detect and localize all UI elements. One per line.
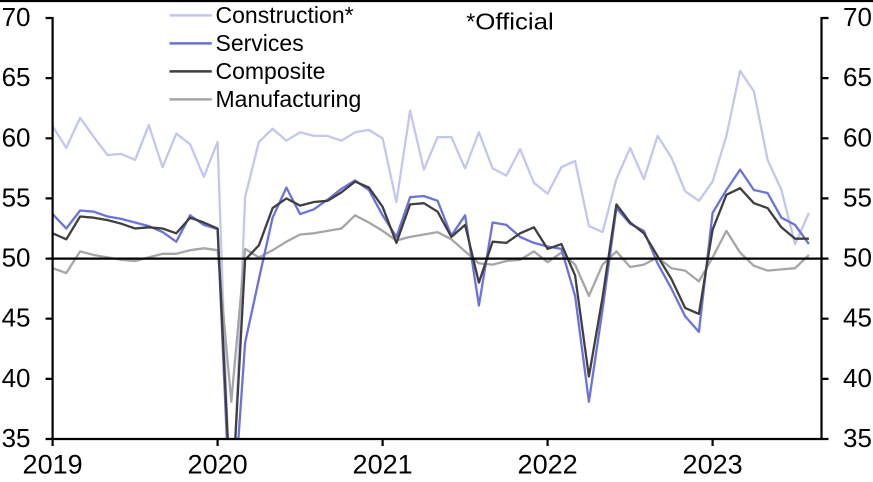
svg-text:70: 70 (843, 2, 872, 32)
svg-text:35: 35 (2, 423, 31, 453)
svg-text:60: 60 (843, 122, 872, 152)
svg-text:2023: 2023 (683, 450, 743, 480)
svg-text:2022: 2022 (518, 450, 578, 480)
svg-text:65: 65 (2, 62, 31, 92)
svg-text:Construction*: Construction* (216, 2, 354, 28)
svg-text:45: 45 (843, 303, 872, 333)
svg-text:55: 55 (843, 182, 872, 212)
svg-text:45: 45 (2, 303, 31, 333)
svg-text:Official: Official (475, 9, 554, 35)
svg-text:Manufacturing: Manufacturing (216, 86, 362, 112)
svg-text:35: 35 (843, 423, 872, 453)
svg-text:Composite: Composite (216, 58, 326, 84)
svg-text:65: 65 (843, 62, 872, 92)
svg-text:Services: Services (216, 30, 304, 56)
svg-text:70: 70 (2, 2, 31, 32)
svg-text:60: 60 (2, 122, 31, 152)
svg-text:50: 50 (2, 243, 31, 273)
svg-text:2019: 2019 (23, 450, 83, 480)
svg-text:55: 55 (2, 182, 31, 212)
svg-text:*: * (466, 9, 475, 35)
svg-text:40: 40 (843, 363, 872, 393)
svg-text:50: 50 (843, 243, 872, 273)
svg-text:2020: 2020 (188, 450, 248, 480)
svg-text:2021: 2021 (353, 450, 413, 480)
svg-text:40: 40 (2, 363, 31, 393)
